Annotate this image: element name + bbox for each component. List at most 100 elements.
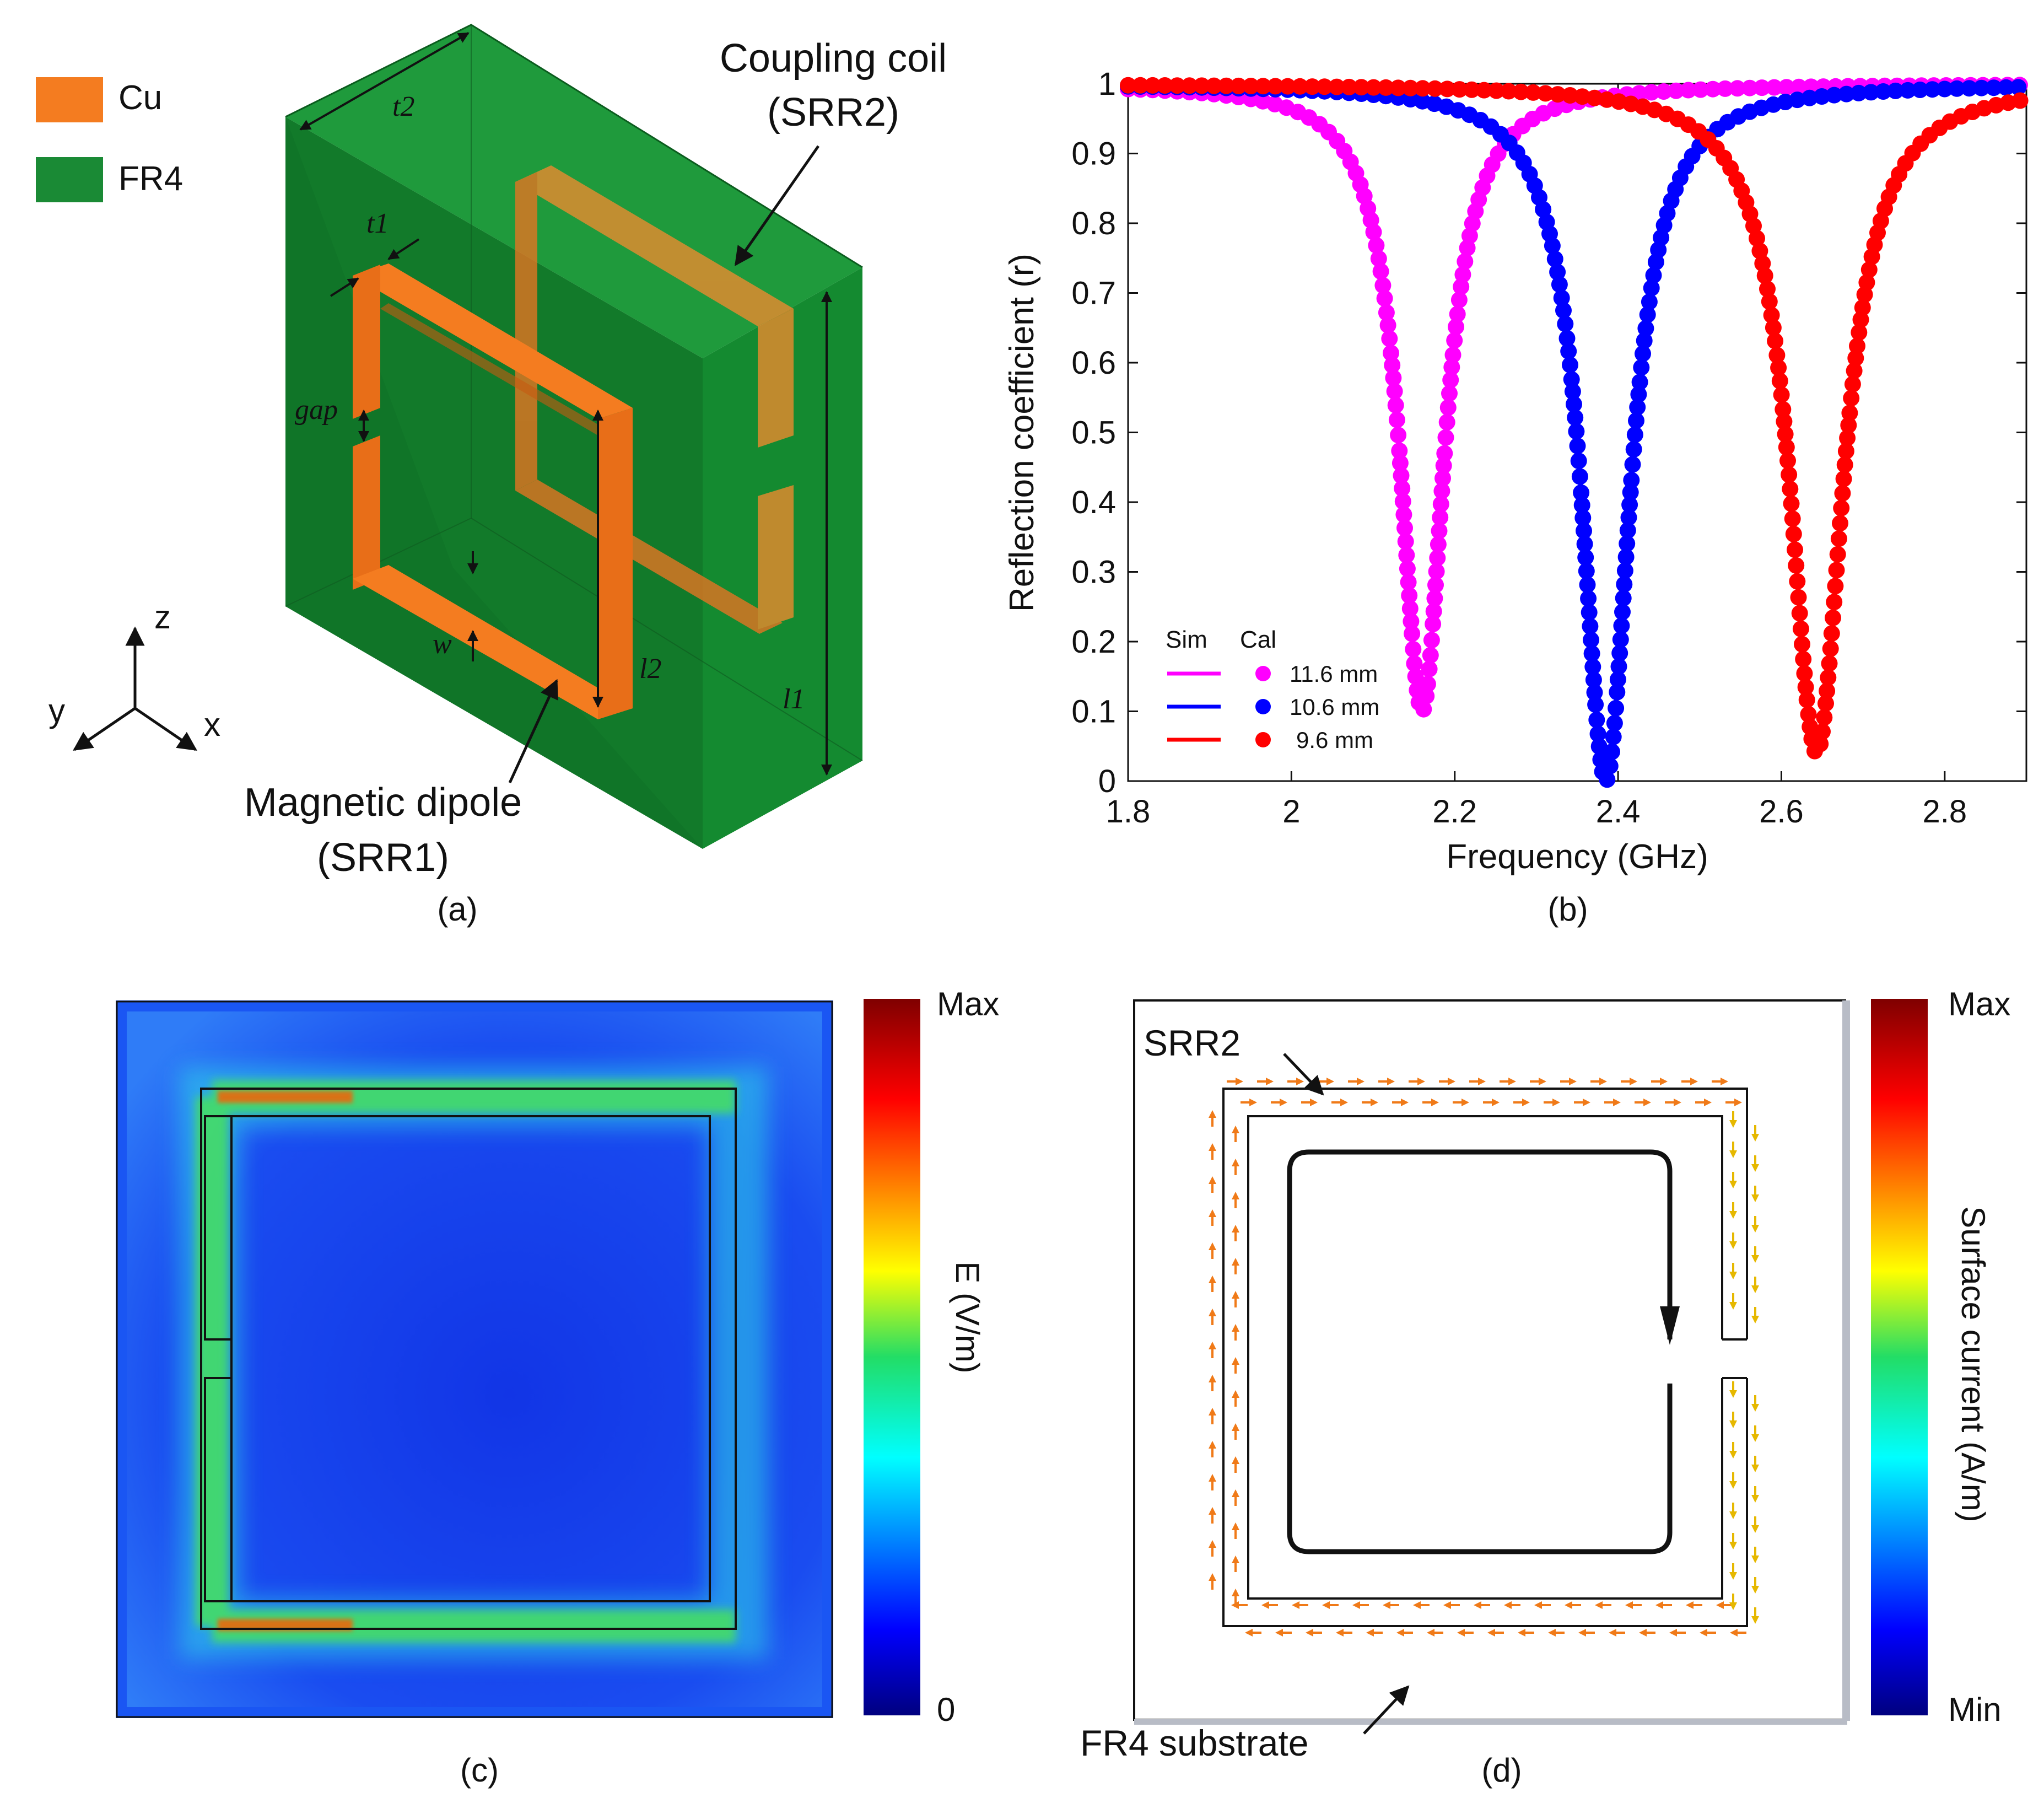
cal-marker: [1555, 302, 1572, 319]
cal-marker: [1421, 660, 1438, 677]
axis-y-label: y: [48, 692, 65, 729]
cal-marker: [1832, 515, 1848, 532]
cal-marker: [1430, 536, 1447, 553]
current-arrow: [1500, 1078, 1516, 1085]
current-arrow: [1232, 1522, 1239, 1539]
cal-marker: [1841, 405, 1858, 422]
legend-cal-header: Cal: [1240, 626, 1276, 653]
x-tick-label: 1.8: [1106, 794, 1151, 830]
cal-marker: [1374, 277, 1392, 294]
cal-marker: [1789, 92, 1806, 109]
current-arrow: [1427, 1629, 1443, 1637]
current-arrow: [1378, 1078, 1395, 1085]
current-arrow: [1621, 1078, 1637, 1085]
current-arrow: [1366, 1629, 1383, 1637]
cal-marker: [1822, 640, 1839, 657]
y-tick-label: 0.3: [1071, 555, 1116, 590]
cal-marker: [1446, 332, 1463, 349]
cal-marker: [1551, 276, 1568, 293]
cal-marker: [1242, 78, 1259, 94]
current-arrow: [1729, 1503, 1737, 1519]
cal-marker: [1621, 496, 1638, 513]
cal-marker: [1584, 658, 1601, 675]
cal-marker: [1181, 77, 1198, 94]
cal-marker: [1749, 230, 1765, 247]
cal-marker: [1444, 346, 1461, 363]
cal-marker: [1525, 84, 1542, 101]
current-arrow: [1483, 1099, 1500, 1106]
magnetic-dipole-label: Magnetic dipole: [244, 781, 522, 825]
cal-marker: [1668, 82, 1685, 99]
current-arrow: [1534, 1601, 1551, 1609]
cal-marker: [1765, 319, 1782, 336]
cal-marker: [1615, 590, 1632, 607]
cal-marker: [1631, 374, 1648, 391]
cal-marker: [1816, 709, 1833, 726]
x-axis-title: Frequency (GHz): [1446, 838, 1708, 876]
cal-marker: [1425, 616, 1442, 633]
current-arrow: [1232, 1589, 1239, 1605]
cal-marker: [1436, 445, 1453, 462]
cal-marker: [1453, 278, 1470, 295]
cal-marker: [1973, 79, 1990, 96]
cal-marker: [1601, 757, 1619, 774]
cal-marker: [1549, 263, 1566, 281]
cal-marker: [1797, 679, 1814, 696]
legend-label-cu: Cu: [118, 79, 162, 117]
current-arrow: [1209, 1176, 1216, 1193]
y-tick-label: 0: [1098, 763, 1116, 799]
cal-marker: [1439, 80, 1456, 98]
current-arrow: [1487, 1629, 1504, 1637]
current-arrow: [1209, 1573, 1216, 1590]
cal-marker: [1778, 79, 1795, 96]
cal-marker: [1767, 332, 1784, 349]
cal-marker: [1628, 412, 1644, 429]
cal-marker: [1783, 495, 1800, 512]
cal-marker: [1801, 89, 1818, 106]
current-arrow: [1209, 1309, 1216, 1325]
current-arrow: [1686, 1601, 1702, 1609]
cal-marker: [1353, 79, 1370, 96]
current-colorbar-label: Surface current (A/m): [1955, 1206, 1992, 1522]
cal-marker: [1823, 625, 1840, 642]
caption-b: (b): [1547, 891, 1588, 928]
current-arrow: [1665, 1099, 1681, 1106]
current-arrow: [1548, 1629, 1565, 1637]
cal-marker: [1553, 289, 1570, 306]
cal-marker: [1825, 609, 1841, 626]
cal-marker: [1425, 603, 1442, 620]
cal-marker: [1777, 426, 1794, 443]
coupling-coil-sublabel: (SRR2): [767, 90, 899, 134]
current-arrow: [1729, 1381, 1737, 1398]
current-arrow: [1729, 1412, 1737, 1428]
cal-marker: [1846, 362, 1863, 379]
srr2-label: SRR2: [1144, 1022, 1241, 1063]
current-arrow: [1232, 1225, 1239, 1241]
cal-marker: [1838, 85, 1855, 103]
y-tick-label: 0.8: [1071, 206, 1116, 241]
efield-colorbar-label: E (V/m): [949, 1261, 986, 1373]
cal-marker: [1784, 510, 1801, 528]
cal-marker: [1546, 250, 1563, 267]
cal-marker: [1636, 332, 1653, 349]
current-colorbar-max: Max: [1948, 986, 2010, 1022]
current-arrow: [1439, 1078, 1455, 1085]
cal-marker: [1398, 547, 1415, 564]
cal-marker: [2010, 79, 2027, 96]
cal-marker: [1637, 320, 1654, 337]
cal-marker: [1450, 292, 1468, 309]
current-arrow: [1232, 1489, 1239, 1506]
cal-marker: [1850, 84, 1867, 101]
cal-marker: [1328, 78, 1345, 95]
coupling-coil-label: Coupling coil: [720, 36, 947, 80]
y-tick-label: 0.2: [1071, 624, 1116, 660]
cal-marker: [1448, 319, 1464, 335]
cal-marker: [1169, 77, 1186, 94]
cal-marker: [1396, 519, 1413, 536]
current-arrow: [1700, 1629, 1716, 1637]
current-arrow: [1232, 1456, 1239, 1473]
cal-marker: [1386, 383, 1403, 400]
cal-marker: [1535, 201, 1552, 218]
current-arrow: [1331, 1099, 1348, 1106]
current-arrow: [1729, 1472, 1737, 1489]
